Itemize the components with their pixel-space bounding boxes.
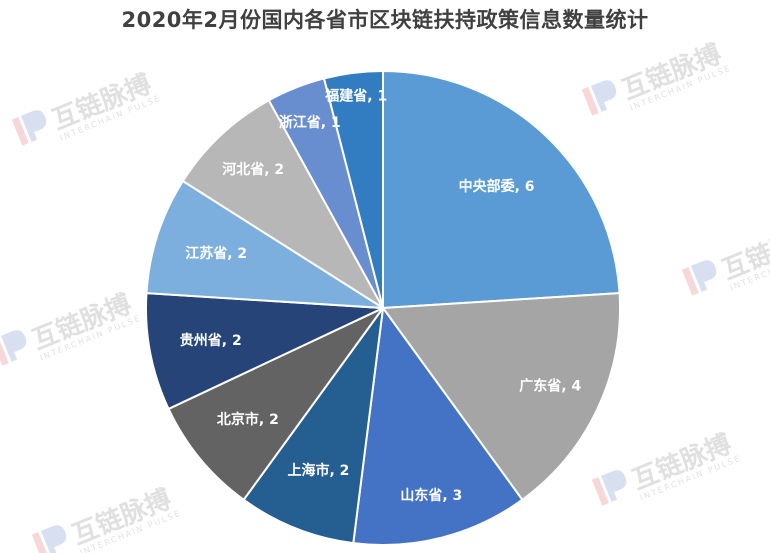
pie-slice-2 — [381, 292, 621, 502]
pie-data-label-4: 上海市, 2 — [287, 462, 349, 479]
pie-data-label-2: 广东省, 4 — [519, 378, 581, 395]
pie-data-label-8: 河北省, 2 — [222, 161, 284, 178]
watermark-logo-mark — [591, 80, 617, 112]
watermark-logo-mark — [601, 470, 627, 502]
pie-data-labels: 中央部委, 6 广东省, 4 山东省, 3 上海市, 2 北京市, 2 贵州省, 2 江苏省… — [180, 87, 582, 504]
pie-data-label-5: 北京市, 2 — [217, 411, 279, 428]
pie-slice-8 — [181, 98, 384, 309]
pie-slice-10 — [322, 69, 384, 309]
pie-data-label-1: 中央部委, 6 — [459, 178, 535, 195]
pie-slice-4 — [242, 307, 384, 545]
pie-slices — [145, 69, 621, 546]
watermark-logo-mark — [41, 525, 67, 553]
watermark-logo-bar — [591, 476, 609, 506]
pie-slice-3 — [352, 305, 524, 546]
pie-slice-1 — [382, 69, 621, 310]
pie-data-label-10: 福建省, 1 — [324, 87, 387, 104]
watermark-logo-bar — [681, 266, 699, 296]
watermark-logo-bar — [31, 531, 49, 553]
pie-data-label-6: 贵州省, 2 — [180, 332, 242, 349]
chart-title: 2020年2月份国内各省市区块链扶持政策信息数量统计 — [121, 8, 649, 32]
pie-data-label-9: 浙江省, 1 — [279, 114, 341, 131]
pie-slice-5 — [167, 307, 384, 502]
pie-data-label-3: 山东省, 3 — [400, 487, 462, 504]
watermark-logo-bar — [11, 116, 29, 146]
watermark-logo-bar — [0, 336, 9, 366]
watermark-logo-mark — [21, 110, 47, 142]
watermark-logo-mark — [691, 260, 717, 292]
pie-data-label-7: 江苏省, 2 — [185, 245, 247, 262]
pie-slice-6 — [145, 292, 384, 411]
watermark-logo-bar — [581, 86, 599, 116]
pie-slice-7 — [145, 179, 384, 309]
watermark-logo-mark — [1, 330, 27, 362]
